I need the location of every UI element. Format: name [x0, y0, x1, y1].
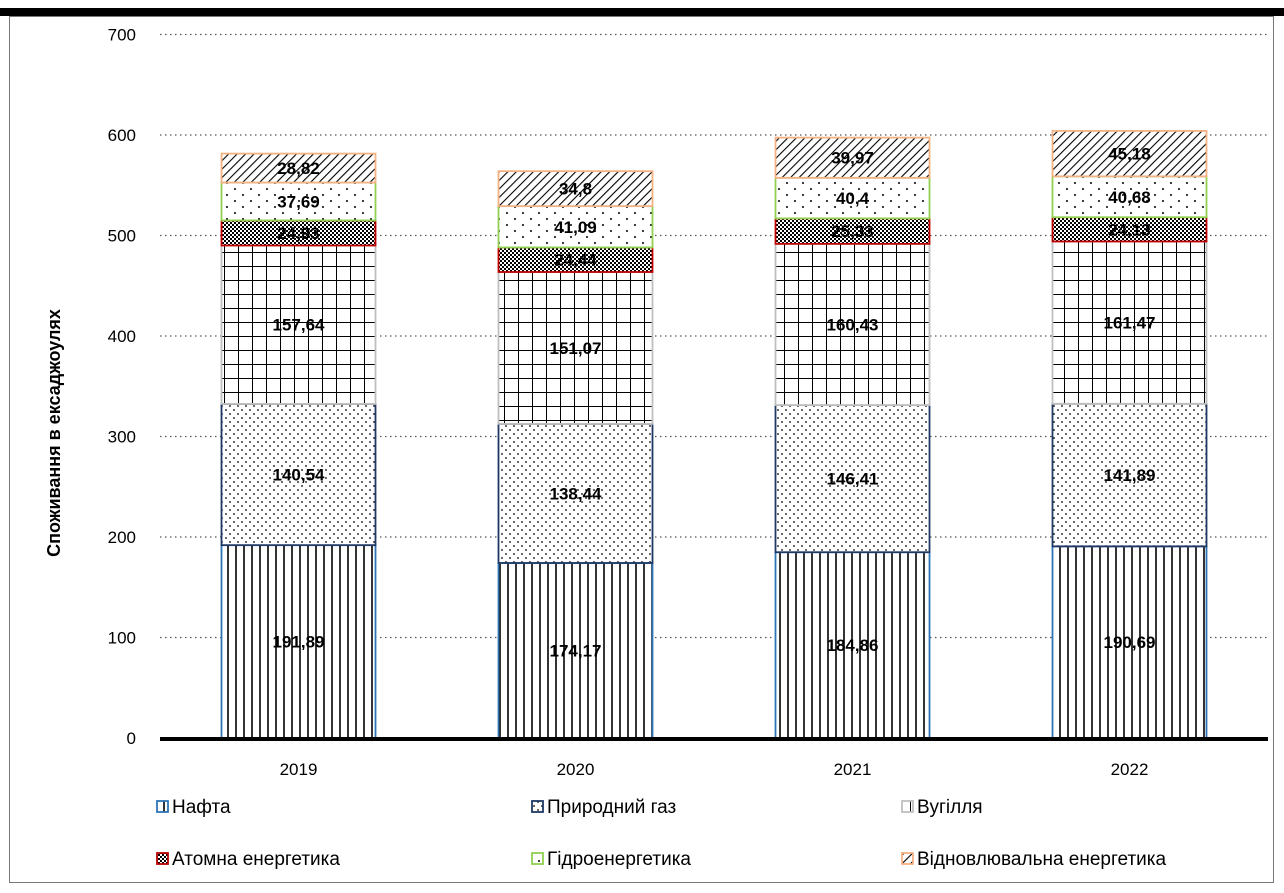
data-label: 141,89: [1104, 466, 1156, 485]
data-label: 40,4: [836, 189, 870, 208]
top-rule: [0, 8, 1284, 16]
data-label: 174,17: [550, 641, 602, 660]
data-label: 37,69: [277, 192, 320, 211]
legend-label: Нафта: [172, 797, 231, 818]
data-label: 24,93: [277, 224, 320, 243]
bar-segment: [774, 136, 931, 179]
data-label: 191,89: [273, 633, 325, 652]
bar-segment: [497, 271, 654, 425]
data-label: 160,43: [827, 315, 879, 334]
legend-label: Відновлювальна енергетика: [917, 849, 1166, 870]
x-axis-ticks: 2019 2020 2021 2022: [280, 760, 1149, 779]
data-labels: 191,89 140,54 157,64 24,93 37,69 28,82 174,17 1…: [273, 145, 1156, 661]
data-label: 140,54: [273, 466, 326, 485]
data-label: 40,68: [1108, 188, 1151, 207]
y-tick-label: 500: [108, 227, 136, 246]
legend-swatch: [156, 800, 169, 813]
y-tick-label: 400: [108, 327, 136, 346]
x-tick-label: 2021: [834, 760, 872, 779]
data-label: 25,33: [831, 222, 874, 241]
bar-segment: [220, 403, 377, 547]
data-label: 151,07: [550, 339, 602, 358]
y-tick-label: 0: [127, 729, 136, 748]
bar-segment: [497, 246, 654, 273]
data-label: 184,86: [827, 636, 879, 655]
legend-swatch: [901, 800, 914, 813]
y-tick-label: 200: [108, 528, 136, 547]
data-label: 24,44: [554, 251, 597, 270]
data-label: 157,64: [273, 316, 326, 335]
legend-swatch: [531, 852, 544, 865]
data-label: 28,82: [277, 159, 320, 178]
legend-swatch: [901, 852, 914, 865]
legend-swatch: [156, 852, 169, 865]
bar-segment: [497, 422, 654, 564]
data-label: 146,41: [827, 470, 879, 489]
bar-segment: [1051, 130, 1208, 178]
data-label: 138,44: [550, 484, 603, 503]
bar-segment: [497, 205, 654, 249]
y-axis-ticks: 0 100 200 300 400 500 600 700: [108, 26, 136, 749]
chart-border: [9, 16, 1274, 883]
x-tick-label: 2019: [280, 760, 318, 779]
data-label: 34,8: [559, 180, 592, 199]
bar-segment: [497, 562, 654, 739]
legend: Нафта Природний газ Вугілля Атомна енергети…: [156, 797, 1166, 870]
legend-label: Вугілля: [917, 797, 983, 818]
bar-segment: [497, 170, 654, 208]
bars: [220, 130, 1208, 739]
bar-segment: [220, 181, 377, 222]
data-label: 45,18: [1108, 145, 1151, 164]
data-label: 41,09: [554, 218, 597, 237]
x-tick-label: 2022: [1111, 760, 1149, 779]
y-tick-label: 700: [108, 26, 136, 45]
bar-segment: [220, 152, 377, 184]
x-tick-label: 2020: [557, 760, 595, 779]
y-tick-label: 100: [108, 629, 136, 648]
data-label: 39,97: [831, 149, 874, 168]
data-label: 190,69: [1104, 633, 1156, 652]
legend-label: Гідроенергетика: [547, 849, 691, 870]
y-tick-label: 600: [108, 126, 136, 145]
legend-label: Природний газ: [547, 797, 676, 818]
data-label: 24,13: [1108, 220, 1151, 239]
bar-segment: [774, 242, 931, 406]
legend-label: Атомна енергетика: [172, 849, 340, 870]
legend-swatch: [531, 800, 544, 813]
y-axis-title: Споживання в ексаджоулях: [44, 309, 64, 557]
data-label: 161,47: [1104, 314, 1156, 333]
bar-segment: [774, 404, 931, 554]
bar-segment: [774, 551, 931, 739]
y-tick-label: 300: [108, 428, 136, 447]
